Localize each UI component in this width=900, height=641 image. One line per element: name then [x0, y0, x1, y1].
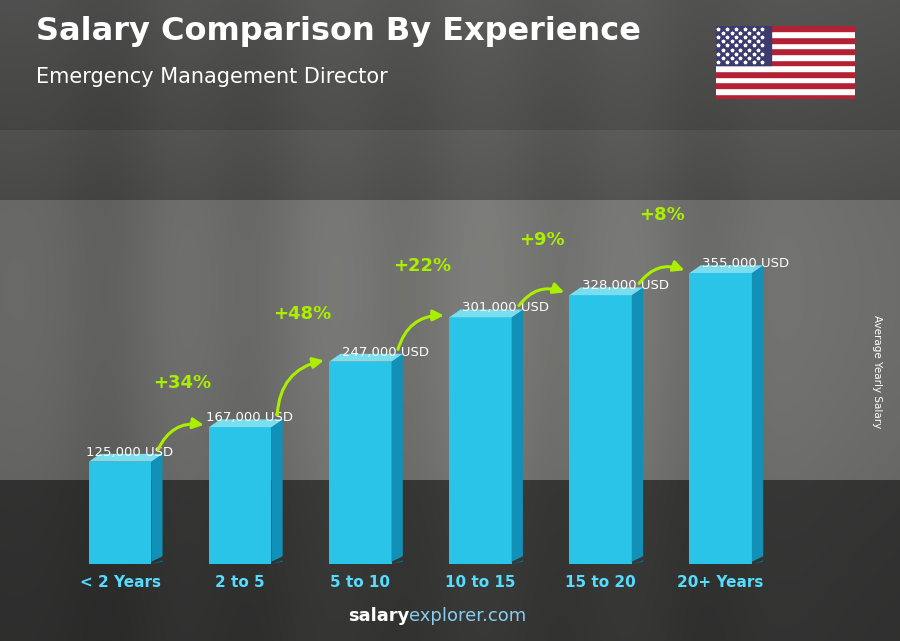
Polygon shape	[449, 310, 523, 317]
Text: 167,000 USD: 167,000 USD	[206, 412, 292, 424]
Text: +22%: +22%	[393, 257, 451, 275]
Bar	[716, 65, 855, 71]
Polygon shape	[209, 419, 283, 427]
Polygon shape	[392, 354, 403, 562]
Polygon shape	[151, 560, 163, 564]
Bar	[716, 37, 855, 43]
Text: explorer.com: explorer.com	[410, 607, 526, 625]
Text: 355,000 USD: 355,000 USD	[702, 257, 789, 271]
Text: salary: salary	[348, 607, 410, 625]
Polygon shape	[89, 454, 163, 462]
Bar	[716, 43, 855, 48]
Bar	[716, 77, 855, 82]
Bar	[716, 60, 855, 65]
Text: +8%: +8%	[639, 206, 685, 224]
Polygon shape	[89, 462, 151, 564]
Bar	[716, 31, 855, 37]
Polygon shape	[392, 560, 403, 564]
Polygon shape	[209, 427, 272, 564]
Text: +34%: +34%	[153, 374, 211, 392]
Text: Emergency Management Director: Emergency Management Director	[36, 67, 388, 87]
Polygon shape	[689, 265, 763, 273]
Text: 125,000 USD: 125,000 USD	[86, 445, 173, 459]
Bar	[716, 82, 855, 88]
Polygon shape	[151, 454, 163, 562]
Text: 247,000 USD: 247,000 USD	[342, 345, 428, 359]
Bar	[716, 26, 855, 31]
Polygon shape	[632, 287, 643, 562]
Polygon shape	[329, 354, 403, 362]
Bar	[716, 48, 855, 54]
Text: Average Yearly Salary: Average Yearly Salary	[872, 315, 883, 428]
Polygon shape	[570, 295, 632, 564]
Polygon shape	[449, 317, 512, 564]
Text: 328,000 USD: 328,000 USD	[581, 279, 669, 292]
Text: +48%: +48%	[273, 304, 331, 323]
Bar	[716, 88, 855, 94]
Text: +9%: +9%	[519, 231, 565, 249]
Polygon shape	[752, 560, 763, 564]
Polygon shape	[689, 273, 751, 564]
Bar	[716, 54, 855, 60]
Bar	[716, 94, 855, 99]
Polygon shape	[632, 560, 643, 564]
Polygon shape	[272, 560, 283, 564]
Text: Salary Comparison By Experience: Salary Comparison By Experience	[36, 16, 641, 47]
Polygon shape	[272, 419, 283, 562]
Text: 301,000 USD: 301,000 USD	[462, 301, 549, 315]
Bar	[716, 26, 771, 65]
Polygon shape	[512, 560, 523, 564]
Bar	[716, 71, 855, 77]
Polygon shape	[752, 265, 763, 562]
Polygon shape	[570, 287, 643, 295]
Polygon shape	[329, 362, 392, 564]
Polygon shape	[512, 310, 523, 562]
